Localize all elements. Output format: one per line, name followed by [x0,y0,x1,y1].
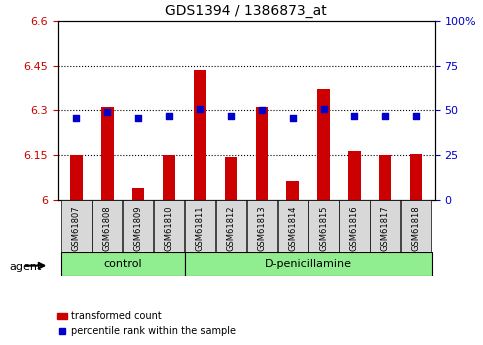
Bar [132,188,144,200]
Point [382,113,389,119]
FancyBboxPatch shape [247,200,277,252]
Text: GSM61813: GSM61813 [257,205,266,251]
Text: control: control [103,259,142,269]
FancyBboxPatch shape [92,200,123,252]
FancyBboxPatch shape [185,252,432,276]
Bar [194,70,206,200]
Bar [101,107,114,200]
FancyBboxPatch shape [278,200,308,252]
FancyBboxPatch shape [123,200,154,252]
Bar [256,107,268,200]
Bar [317,89,330,200]
Text: GSM61811: GSM61811 [196,205,204,251]
FancyBboxPatch shape [185,200,215,252]
Text: GSM61812: GSM61812 [227,205,235,251]
FancyBboxPatch shape [309,200,339,252]
Point [103,109,111,115]
Text: GSM61809: GSM61809 [134,205,143,251]
FancyBboxPatch shape [370,200,400,252]
Bar [379,155,391,200]
Point [351,113,358,119]
Bar [410,154,422,200]
Bar [286,181,299,200]
Bar [225,157,237,200]
Point [258,108,266,113]
Text: D-penicillamine: D-penicillamine [265,259,352,269]
Title: GDS1394 / 1386873_at: GDS1394 / 1386873_at [166,4,327,18]
Text: GSM61808: GSM61808 [103,205,112,251]
Point [196,106,204,111]
Bar [163,155,175,200]
Text: GSM61814: GSM61814 [288,205,297,251]
Text: GSM61815: GSM61815 [319,205,328,251]
FancyBboxPatch shape [401,200,431,252]
Point [72,115,80,120]
Text: GSM61810: GSM61810 [165,205,173,251]
Point [134,115,142,120]
Bar [71,155,83,200]
FancyBboxPatch shape [61,252,185,276]
Text: GSM61816: GSM61816 [350,205,359,251]
FancyBboxPatch shape [154,200,184,252]
Point [227,113,235,119]
FancyBboxPatch shape [339,200,369,252]
Point [289,115,297,120]
Text: GSM61817: GSM61817 [381,205,390,251]
Point [320,106,327,111]
Text: GSM61807: GSM61807 [72,205,81,251]
Text: agent: agent [10,263,42,272]
FancyBboxPatch shape [61,200,92,252]
Bar [348,151,361,200]
Point [165,113,173,119]
FancyBboxPatch shape [216,200,246,252]
Legend: transformed count, percentile rank within the sample: transformed count, percentile rank withi… [53,307,240,340]
Point [412,113,420,119]
Text: GSM61818: GSM61818 [412,205,421,251]
